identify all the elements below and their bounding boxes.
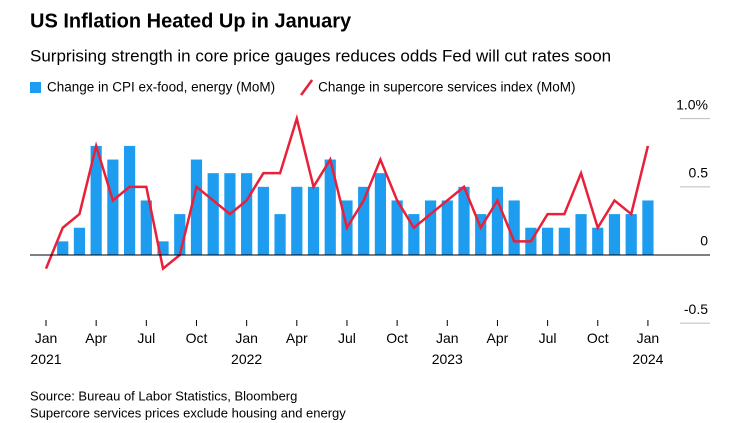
bar: [174, 214, 186, 255]
bar: [291, 186, 303, 255]
bar: [207, 173, 219, 255]
y-tick-label: 1.0%: [676, 96, 708, 112]
bar: [274, 214, 286, 255]
x-tick-label-line: Apr: [487, 330, 509, 346]
line: [44, 113, 650, 271]
bar: [124, 145, 136, 255]
x-tick-label: Jan 2022: [231, 330, 262, 367]
bar: [441, 200, 453, 255]
x-tick-label-line: Apr: [85, 330, 107, 346]
x-tick-label-line: 2022: [231, 351, 262, 367]
x-tick-label-line: Oct: [386, 330, 408, 346]
x-tick-label: Jan 2023: [432, 330, 463, 367]
bar: [592, 227, 604, 255]
x-tick-label-line: Jul: [137, 330, 155, 346]
y-tick-label: 0.5: [689, 165, 709, 181]
x-tick-label-line: Jan: [436, 330, 459, 346]
x-tick-label-line: Jul: [539, 330, 557, 346]
bar: [157, 241, 169, 255]
x-tick-label-line: Jan: [35, 330, 58, 346]
x-tick-label-line: 2024: [632, 351, 663, 367]
bar: [307, 186, 320, 255]
bar: [73, 227, 86, 255]
x-tick-label: Apr: [85, 330, 107, 346]
y-tick-label: -0.5: [684, 301, 708, 317]
bar: [90, 145, 102, 255]
x-tick-label: Apr: [286, 330, 308, 346]
legend-label: Change in supercore services index (MoM): [318, 80, 575, 95]
x-tick-label: Jan 2024: [632, 330, 663, 367]
bar: [625, 214, 637, 255]
bar: [642, 200, 654, 255]
bar: [608, 214, 621, 255]
bar: [324, 159, 336, 255]
bar: [475, 214, 487, 255]
legend-label: Change in CPI ex-food, energy (MoM): [47, 80, 275, 95]
x-tick-label: Jul: [539, 330, 557, 346]
bar: [575, 214, 587, 255]
bar: [374, 173, 386, 255]
x-tick-label-line: Apr: [286, 330, 308, 346]
legend-swatch: [300, 79, 314, 96]
bar: [458, 186, 470, 255]
chart-title: US Inflation Heated Up in January: [30, 10, 352, 32]
legend-swatch: [30, 82, 41, 93]
source: Source: Bureau of Labor Statistics, Bloo…: [30, 388, 297, 403]
bar: [57, 241, 69, 255]
bar: [542, 227, 554, 255]
x-tick-label: Oct: [186, 330, 208, 346]
bar: [558, 227, 570, 255]
x-tick-label-line: Jan: [637, 330, 660, 346]
bar: [491, 186, 504, 255]
bar: [190, 159, 203, 255]
bar: [241, 173, 253, 255]
bar: [391, 200, 403, 255]
note: Supercore services prices exclude housin…: [30, 405, 346, 420]
bar: [358, 186, 370, 255]
x-tick-label-line: 2021: [30, 351, 61, 367]
bar: [508, 200, 520, 255]
x-tick-label-line: Oct: [186, 330, 208, 346]
x-tick-label: Oct: [386, 330, 408, 346]
chart-subtitle: Surprising strength in core price gauges…: [30, 46, 611, 65]
x-tick-label-line: Oct: [587, 330, 609, 346]
y-tick-label: 0: [700, 233, 708, 249]
bar: [257, 186, 269, 255]
bar: [424, 200, 437, 255]
x-tick-label-line: 2023: [432, 351, 463, 367]
bar: [408, 214, 420, 255]
bar: [140, 200, 152, 255]
bar: [107, 159, 119, 255]
x-tick-label: Jan 2021: [30, 330, 61, 367]
x-tick-label-line: Jul: [338, 330, 356, 346]
x-tick-label: Jul: [137, 330, 155, 346]
x-tick-label: Apr: [487, 330, 509, 346]
x-tick-label: Jul: [338, 330, 356, 346]
x-tick-label-line: Jan: [235, 330, 258, 346]
x-tick-label: Oct: [587, 330, 609, 346]
